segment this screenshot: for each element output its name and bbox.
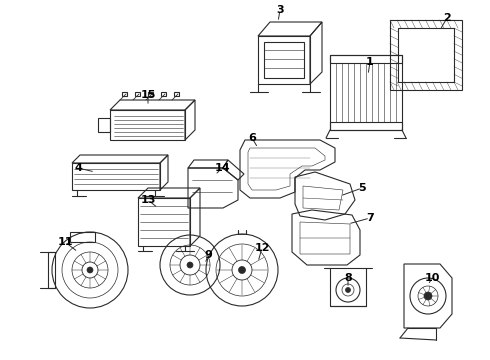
Bar — [330, 55, 402, 130]
Bar — [122, 92, 127, 96]
Text: 8: 8 — [344, 273, 352, 283]
Bar — [161, 92, 166, 96]
Text: 13: 13 — [140, 195, 156, 205]
Text: 1: 1 — [366, 57, 374, 67]
Circle shape — [345, 288, 350, 292]
Text: 6: 6 — [248, 133, 256, 143]
Bar — [398, 28, 454, 82]
Text: 10: 10 — [424, 273, 440, 283]
Bar — [148, 92, 153, 96]
Circle shape — [187, 262, 193, 268]
Text: 2: 2 — [443, 13, 451, 23]
Text: 9: 9 — [204, 250, 212, 260]
Text: 4: 4 — [74, 163, 82, 173]
Text: 5: 5 — [358, 183, 366, 193]
Text: 12: 12 — [254, 243, 270, 253]
Text: 14: 14 — [214, 163, 230, 173]
Circle shape — [239, 266, 245, 274]
Bar — [330, 122, 402, 130]
Bar — [330, 55, 402, 63]
Bar — [390, 20, 462, 90]
Text: 3: 3 — [276, 5, 284, 15]
Circle shape — [87, 267, 93, 273]
Bar — [174, 92, 179, 96]
Text: 11: 11 — [57, 237, 73, 247]
Text: 7: 7 — [366, 213, 374, 223]
Text: 15: 15 — [140, 90, 156, 100]
Bar — [135, 92, 140, 96]
Circle shape — [424, 292, 432, 300]
Bar — [330, 268, 366, 306]
